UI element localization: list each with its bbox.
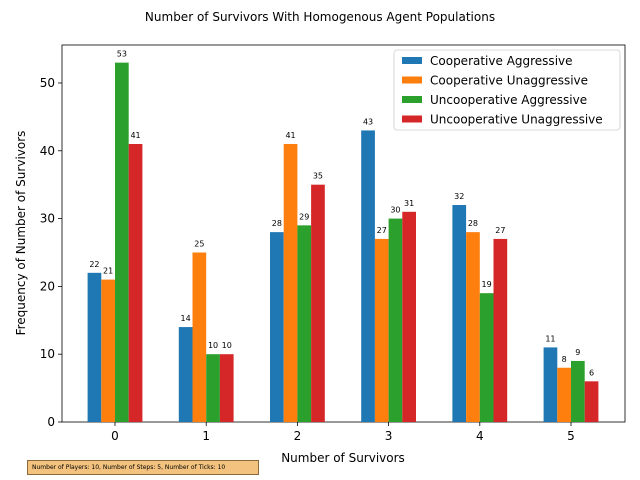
bar: [270, 232, 284, 422]
legend-swatch: [402, 96, 422, 103]
legend-swatch: [402, 115, 422, 123]
bar: [311, 184, 325, 422]
data-label: 21: [103, 267, 113, 276]
bar: [101, 279, 115, 422]
bar: [571, 360, 585, 422]
bar: [402, 211, 416, 422]
data-label: 14: [181, 314, 191, 323]
data-label: 10: [222, 341, 232, 350]
bar: [128, 144, 143, 422]
bar: [192, 252, 207, 422]
x-tick-label: 5: [567, 429, 575, 443]
data-label: 43: [363, 117, 373, 126]
bar: [219, 354, 234, 422]
data-label: 30: [390, 206, 400, 215]
legend-frame: [393, 49, 621, 131]
x-tick-label: 0: [111, 429, 119, 443]
bar: [361, 130, 375, 422]
bar: [452, 205, 467, 422]
data-label: 8: [562, 355, 567, 364]
data-label: 27: [495, 226, 505, 235]
data-label: 53: [117, 50, 127, 59]
x-tick-label: 4: [476, 429, 484, 443]
footnote: Number of Players: 10, Number of Steps: …: [27, 460, 259, 475]
y-tick-label: 20: [40, 279, 55, 293]
data-label: 25: [194, 239, 204, 248]
data-label: 31: [404, 199, 414, 208]
data-label: 19: [482, 280, 492, 289]
x-tick-label: 3: [385, 429, 393, 443]
data-label: 6: [589, 368, 594, 377]
bar: [466, 232, 480, 422]
bar: [479, 293, 494, 422]
legend: Cooperative Aggressive Cooperative Unaggr…: [393, 49, 621, 131]
bar: [115, 62, 129, 422]
bar: [87, 272, 102, 422]
data-label: 28: [468, 219, 478, 228]
legend-label: Uncooperative Aggressive: [430, 93, 587, 107]
data-label: 29: [299, 212, 309, 221]
data-label: 9: [575, 348, 580, 357]
legend-swatch: [402, 57, 422, 64]
data-label: 22: [89, 260, 99, 269]
chart-title: Number of Survivors With Homogenous Agen…: [145, 10, 495, 24]
data-label: 10: [208, 341, 218, 350]
legend-label: Cooperative Aggressive: [430, 54, 573, 68]
data-label: 41: [285, 131, 295, 140]
data-label: 27: [377, 226, 387, 235]
x-axis-label: Number of Survivors: [281, 451, 405, 465]
data-label: 41: [130, 131, 140, 140]
x-tick-label: 2: [294, 429, 302, 443]
bar: [374, 238, 389, 422]
data-label: 32: [454, 192, 464, 201]
legend-label: Cooperative Unaggressive: [430, 74, 588, 88]
bar: [557, 367, 571, 422]
data-label: 11: [545, 334, 555, 343]
bar: [543, 347, 558, 422]
legend-swatch: [402, 76, 422, 84]
bar: [297, 225, 312, 422]
x-tick-label: 1: [202, 429, 210, 443]
bar: [493, 238, 508, 422]
bar: [178, 327, 193, 422]
bar: [584, 381, 599, 422]
bar: [206, 354, 220, 422]
y-tick-label: 40: [40, 144, 55, 158]
y-tick-label: 30: [40, 212, 55, 226]
legend-label: Uncooperative Unaggressive: [430, 113, 603, 127]
data-label: 35: [313, 172, 323, 181]
bar: [388, 218, 403, 422]
plot-area: [61, 44, 626, 423]
y-tick-label: 50: [40, 76, 55, 90]
y-tick-label: 0: [47, 415, 55, 429]
y-tick-label: 10: [40, 347, 55, 361]
bar: [283, 144, 298, 422]
y-axis-label: Frequency of Number of Survivors: [14, 131, 28, 336]
data-label: 28: [272, 219, 282, 228]
